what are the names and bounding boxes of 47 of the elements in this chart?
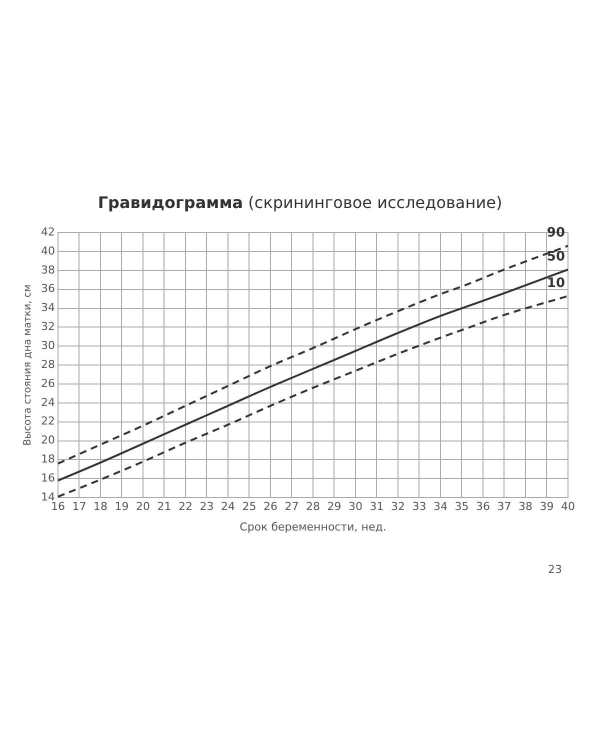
line-series <box>58 244 568 465</box>
x-tick-label: 26 <box>264 500 278 514</box>
y-tick-label: 28 <box>40 358 55 371</box>
y-tick-label: 20 <box>40 434 55 447</box>
x-tick-label: 17 <box>72 500 86 514</box>
chart-title: Гравидограмма (скрининговое исследование) <box>96 193 504 212</box>
series-label: 50 <box>546 249 565 264</box>
x-tick-label: 35 <box>454 500 469 514</box>
y-tick-label: 42 <box>40 225 55 238</box>
x-tick-label: 40 <box>561 500 575 514</box>
x-tick-label: 39 <box>540 500 554 514</box>
x-tick-label: 24 <box>221 500 235 514</box>
x-tick-label: 29 <box>327 500 342 514</box>
y-tick-label: 18 <box>40 452 55 466</box>
x-tick-label: 33 <box>412 500 426 514</box>
x-tick-label: 36 <box>476 500 490 514</box>
y-tick-label: 26 <box>40 376 55 390</box>
x-tick-label: 21 <box>157 500 172 514</box>
y-tick-label: 36 <box>40 282 55 296</box>
x-tick-label: 30 <box>348 500 362 514</box>
x-tick-label: 32 <box>391 500 405 514</box>
x-tick-label: 27 <box>284 500 299 514</box>
x-tick-label: 28 <box>306 500 320 514</box>
y-tick-label: 32 <box>40 320 55 334</box>
series-label: 90 <box>546 226 565 241</box>
x-tick-label: 22 <box>178 500 192 514</box>
y-tick-label: 38 <box>40 263 55 276</box>
x-tick-label: 18 <box>93 500 108 514</box>
series-label: 10 <box>546 276 565 291</box>
y-axis-title: Высота стояния дна матки, см <box>22 284 34 446</box>
x-tick-label: 19 <box>114 500 129 514</box>
x-tick-label: 38 <box>518 500 532 514</box>
x-tick-label: 23 <box>200 500 214 514</box>
x-tick-label: 34 <box>434 500 448 514</box>
y-tick-label: 30 <box>40 339 55 352</box>
x-tick-label: 31 <box>370 500 384 514</box>
y-tick-label: 16 <box>40 472 55 485</box>
y-tick-label: 22 <box>40 414 55 428</box>
text: 23 <box>548 563 562 576</box>
x-tick-label: 20 <box>136 500 150 514</box>
x-tick-label: 25 <box>242 500 256 514</box>
y-tick-label: 24 <box>40 396 55 409</box>
x-tick-label: 37 <box>497 500 512 514</box>
y-tick-label: 34 <box>40 301 55 314</box>
x-axis-title: Срок беременности, нед. <box>240 520 386 534</box>
line-series <box>58 268 568 482</box>
y-tick-label: 40 <box>40 244 55 258</box>
